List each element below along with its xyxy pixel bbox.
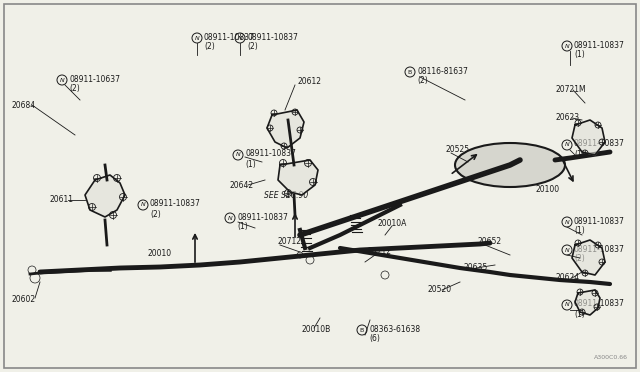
Text: 20525: 20525 [445, 145, 469, 154]
Text: 08911-10837: 08911-10837 [574, 41, 625, 49]
Ellipse shape [455, 143, 565, 187]
Text: (1): (1) [574, 150, 585, 158]
Polygon shape [278, 160, 318, 195]
Text: 20624: 20624 [555, 273, 579, 282]
Text: 20623: 20623 [556, 113, 580, 122]
Text: 20520: 20520 [428, 285, 452, 295]
Text: 08911-10637: 08911-10637 [69, 74, 120, 83]
Text: (2): (2) [417, 77, 428, 86]
Text: 08911-10837: 08911-10837 [247, 32, 298, 42]
Text: 08911-10837: 08911-10837 [574, 140, 625, 148]
Polygon shape [85, 175, 125, 217]
Text: 20642: 20642 [230, 180, 254, 189]
Text: 20712: 20712 [278, 237, 302, 247]
Text: 20652: 20652 [478, 237, 502, 247]
Text: SEE SEC.90: SEE SEC.90 [264, 192, 308, 201]
Text: 08911-10837: 08911-10837 [204, 32, 255, 42]
Text: N: N [564, 247, 570, 253]
Text: N: N [237, 35, 243, 41]
Text: 20100: 20100 [536, 186, 560, 195]
Text: (1): (1) [245, 160, 256, 169]
Text: N: N [564, 302, 570, 308]
Text: 20010A: 20010A [378, 218, 408, 228]
Text: 20010B: 20010B [302, 326, 332, 334]
Text: (2): (2) [150, 209, 161, 218]
Text: (2): (2) [204, 42, 215, 51]
Text: 08911-10837: 08911-10837 [245, 150, 296, 158]
Text: 20635: 20635 [464, 263, 488, 273]
Text: (1): (1) [237, 222, 248, 231]
Text: B: B [360, 327, 364, 333]
Text: 08911-10837: 08911-10837 [237, 212, 288, 221]
Text: 20712: 20712 [368, 247, 392, 257]
Text: (1): (1) [574, 51, 585, 60]
Text: 20684: 20684 [12, 100, 36, 109]
Text: 08116-81637: 08116-81637 [417, 67, 468, 76]
Text: 08911-10837: 08911-10837 [150, 199, 201, 208]
Text: (1): (1) [574, 310, 585, 318]
Text: 08363-61638: 08363-61638 [369, 324, 420, 334]
Polygon shape [572, 240, 605, 275]
Text: 20602: 20602 [12, 295, 36, 305]
Text: N: N [564, 219, 570, 224]
Text: (2): (2) [69, 84, 80, 93]
Text: N: N [141, 202, 145, 208]
Polygon shape [572, 120, 605, 155]
Text: 20721M: 20721M [555, 86, 586, 94]
Text: (2): (2) [574, 254, 585, 263]
Text: N: N [564, 44, 570, 48]
Text: 20612: 20612 [298, 77, 322, 87]
Text: (2): (2) [247, 42, 258, 51]
Text: 08911-10837: 08911-10837 [574, 299, 625, 308]
Text: 20010: 20010 [148, 248, 172, 257]
Text: 08911-10837: 08911-10837 [574, 244, 625, 253]
Text: N: N [236, 153, 240, 157]
Text: A300C0.66: A300C0.66 [594, 355, 628, 360]
Polygon shape [575, 290, 600, 315]
Text: 08911-10837: 08911-10837 [574, 217, 625, 225]
Text: N: N [228, 215, 232, 221]
Polygon shape [267, 110, 304, 148]
Text: N: N [60, 77, 64, 83]
Text: B: B [408, 70, 412, 74]
Text: N: N [564, 142, 570, 148]
Text: 20611: 20611 [50, 196, 74, 205]
Text: (1): (1) [574, 227, 585, 235]
Text: N: N [195, 35, 199, 41]
Text: (6): (6) [369, 334, 380, 343]
